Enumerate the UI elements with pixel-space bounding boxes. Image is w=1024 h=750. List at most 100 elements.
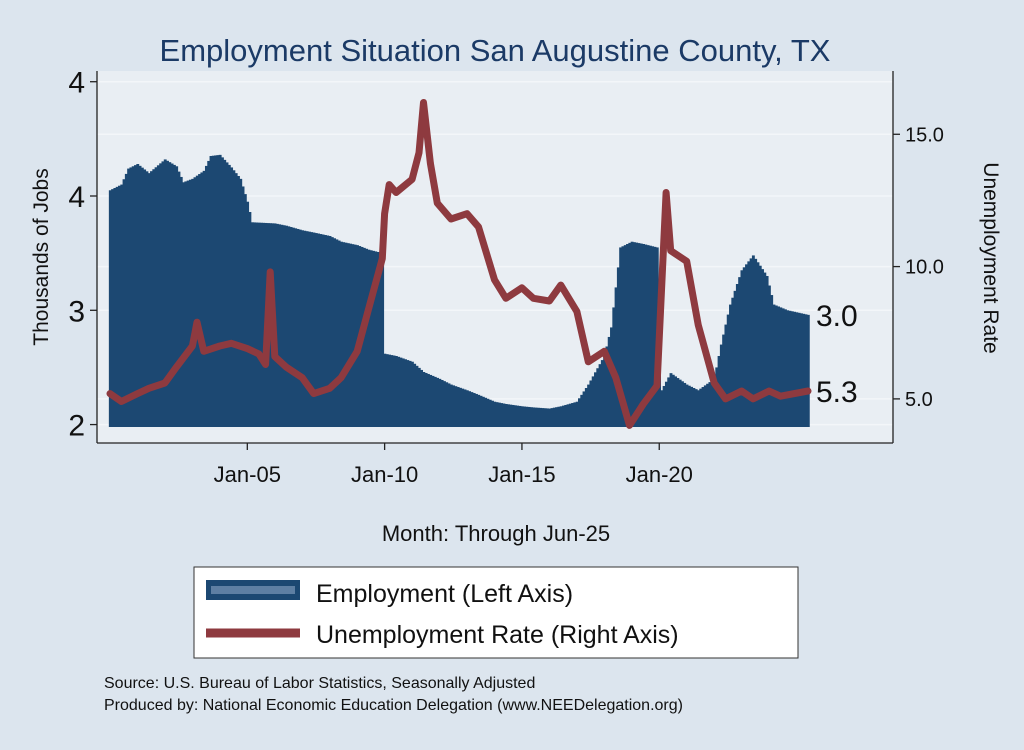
employment-bar-74 [278, 224, 282, 427]
employment-bar-93 [321, 234, 325, 427]
employment-bar-116 [374, 251, 378, 427]
employment-bar-289 [770, 295, 774, 427]
employment-bar-124 [392, 355, 396, 427]
legend-label-employment: Employment (Left Axis) [316, 580, 573, 608]
employment-bar-47 [216, 155, 220, 427]
employment-bar-135 [417, 367, 421, 427]
employment-bar-78 [287, 226, 291, 427]
employment-bar-57 [239, 178, 243, 427]
employment-bar-215 [600, 360, 604, 427]
employment-bar-64 [255, 222, 259, 427]
employment-bar-249 [678, 379, 682, 427]
employment-bar-218 [607, 336, 611, 427]
source-note: Source: U.S. Bureau of Labor Statistics,… [104, 675, 535, 692]
employment-bar-79 [289, 227, 293, 427]
employment-bar-262 [708, 382, 712, 427]
employment-bar-150 [452, 385, 456, 427]
employment-bar-80 [291, 227, 295, 427]
employment-bar-136 [420, 369, 423, 427]
employment-bar-20 [154, 167, 158, 427]
unemployment-end-label: 5.3 [816, 376, 858, 409]
employment-bar-281 [751, 255, 755, 427]
chart-title: Employment Situation San Augustine Count… [160, 33, 831, 68]
y-right-tick-label-0: 5.0 [905, 389, 933, 411]
employment-bar-83 [298, 229, 302, 427]
employment-bar-279 [747, 261, 751, 427]
employment-bar-171 [500, 403, 504, 427]
employment-bar-101 [339, 241, 343, 427]
employment-bar-138 [424, 372, 428, 427]
employment-bar-125 [394, 356, 398, 427]
employment-bar-200 [566, 404, 570, 427]
employment-bar-187 [536, 407, 540, 427]
employment-bar-129 [404, 359, 407, 427]
employment-bar-154 [461, 388, 465, 427]
employment-bar-143 [436, 377, 440, 427]
employment-bar-123 [390, 355, 394, 427]
employment-bar-300 [795, 312, 799, 427]
x-tick-label-0: Jan-05 [214, 462, 281, 487]
employment-bar-147 [445, 382, 449, 427]
plot-area: 3.0 5.3 2 3 4 4 5.0 10.0 15.0 Jan-05 Jan-10 Jan-15 J… [68, 67, 944, 487]
employment-bar-14 [140, 167, 144, 427]
employment-bar-31 [179, 176, 183, 427]
employment-bar-181 [523, 406, 526, 427]
employment-bar-291 [774, 305, 778, 427]
employment-bar-221 [614, 287, 618, 427]
employment-bar-253 [687, 385, 691, 427]
employment-bar-3 [115, 186, 119, 427]
employment-bar-199 [564, 404, 568, 427]
employment-bar-12 [136, 164, 140, 427]
employment-bar-112 [365, 248, 369, 427]
employment-bar-76 [282, 225, 286, 427]
employment-bar-142 [433, 376, 437, 427]
employment-end-label: 3.0 [816, 300, 858, 333]
employment-bar-285 [761, 269, 764, 427]
employment-bar-280 [749, 258, 753, 427]
employment-bar-46 [214, 155, 218, 427]
employment-bar-160 [475, 393, 478, 427]
employment-bar-56 [237, 176, 240, 427]
employment-bar-278 [745, 264, 748, 427]
employment-bar-133 [413, 363, 417, 427]
employment-bar-248 [676, 378, 680, 427]
employment-bar-179 [518, 405, 522, 427]
employment-bar-190 [543, 408, 547, 427]
employment-bar-105 [349, 243, 353, 427]
employment-bar-49 [220, 157, 224, 427]
employment-bar-205 [578, 398, 581, 427]
employment-bar-227 [628, 242, 632, 427]
employment-bar-282 [754, 258, 758, 427]
employment-bar-233 [642, 244, 645, 427]
employment-bar-94 [323, 235, 327, 427]
employment-bar-244 [667, 377, 671, 427]
employment-bar-54 [232, 170, 236, 428]
employment-bar-45 [211, 155, 215, 427]
employment-bar-269 [724, 324, 728, 427]
employment-bar-207 [582, 391, 586, 427]
legend-swatch-employment-highlight [211, 586, 295, 594]
employment-bar-106 [351, 244, 355, 427]
employment-bar-294 [781, 308, 785, 427]
employment-bar-258 [699, 388, 703, 427]
employment-bar-122 [388, 354, 391, 427]
employment-bar-242 [662, 386, 666, 427]
employment-bar-202 [571, 403, 575, 427]
employment-bar-257 [697, 390, 700, 427]
employment-bar-67 [262, 222, 266, 427]
employment-bar-305 [806, 314, 810, 427]
employment-bar-114 [369, 250, 373, 427]
employment-bar-263 [710, 380, 714, 427]
employment-bar-197 [559, 406, 563, 427]
employment-bar-175 [509, 404, 513, 427]
employment-bar-260 [703, 385, 707, 427]
employment-bar-265 [715, 367, 719, 427]
employment-bar-117 [376, 252, 380, 427]
employment-bar-196 [557, 406, 561, 427]
employment-bar-267 [719, 344, 723, 427]
employment-bar-212 [594, 372, 597, 427]
employment-bar-29 [175, 166, 179, 428]
employment-bar-34 [186, 180, 190, 427]
employment-bar-126 [397, 356, 401, 427]
